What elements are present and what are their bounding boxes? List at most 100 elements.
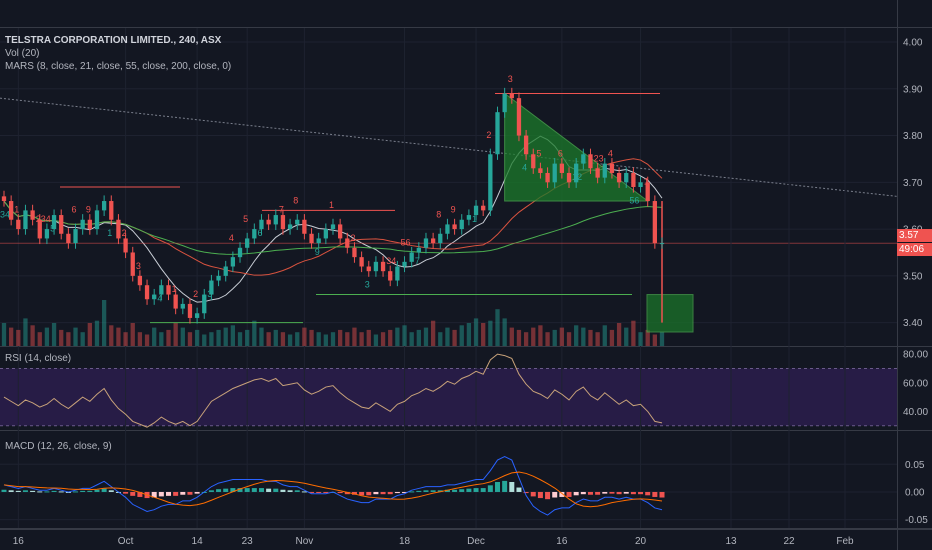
candle-body: [302, 219, 307, 234]
volume-bar: [180, 327, 185, 346]
candle-body: [559, 163, 565, 173]
macd-histogram-bar: [630, 491, 636, 495]
volume-bar: [123, 332, 128, 346]
volume-bar: [130, 323, 135, 346]
sequential-count-label: 5: [536, 149, 541, 159]
macd-histogram-bar: [223, 488, 229, 492]
volume-bar: [409, 332, 414, 346]
volume-bar: [602, 325, 607, 346]
macd-histogram-bar: [437, 490, 443, 492]
volume-bar: [166, 329, 171, 346]
sequential-count-label: 5: [243, 214, 248, 224]
volume-bar: [559, 327, 565, 346]
macd-histogram-bar: [466, 488, 472, 492]
macd-histogram-bar: [537, 491, 543, 499]
candle-body: [409, 252, 414, 262]
candle-body: [638, 182, 643, 187]
candle-body: [194, 313, 200, 318]
sequential-count-label: 6: [72, 205, 77, 215]
volume-bar: [144, 334, 150, 346]
macd-histogram-bar: [130, 491, 136, 496]
macd-tick-label: 0.05: [905, 460, 925, 471]
volume-bar: [581, 327, 586, 346]
macd-histogram-bar: [37, 491, 43, 493]
macd-histogram-bar: [280, 489, 286, 492]
macd-histogram-bar: [194, 491, 200, 494]
candle-body: [495, 112, 500, 155]
candle-body: [438, 233, 443, 244]
price-tick-label: 3.70: [903, 178, 923, 189]
candle-body: [652, 201, 657, 244]
symbol-title[interactable]: TELSTRA CORPORATION LIMITED., 240, ASX: [5, 35, 222, 46]
candle-body: [266, 219, 271, 225]
rsi-tick-label: 60.00: [903, 378, 928, 389]
volume-bar: [638, 332, 643, 346]
volume-bar: [252, 320, 257, 346]
volume-bar: [273, 329, 278, 346]
volume-legend[interactable]: Vol (20): [5, 48, 40, 59]
macd-histogram-bar: [516, 487, 522, 492]
macd-histogram-bar: [309, 491, 315, 493]
price-tick-label: 4.00: [903, 38, 923, 49]
macd-histogram-bar: [359, 491, 365, 496]
volume-bar: [516, 329, 522, 346]
candle-body: [73, 229, 78, 244]
countdown-tag: 49:06: [897, 243, 932, 256]
volume-bar: [259, 327, 264, 346]
volume-bar: [152, 327, 157, 346]
rsi-legend[interactable]: RSI (14, close): [5, 353, 72, 364]
sequential-count-label: 3: [207, 289, 212, 299]
macd-histogram-bar: [165, 491, 172, 496]
candle-body: [566, 172, 572, 183]
macd-histogram-bar: [409, 491, 415, 493]
macd-histogram-bar: [523, 491, 529, 494]
candle-body: [602, 163, 607, 178]
time-axis-label: 16: [556, 536, 568, 547]
time-axis-label: 22: [783, 536, 795, 547]
sequential-count-label: 1: [107, 228, 112, 238]
macd-histogram-bar: [552, 491, 558, 498]
volume-bar: [445, 327, 450, 346]
candle-body: [330, 224, 336, 230]
volume-bar: [59, 329, 64, 346]
sequential-count-label: 3: [508, 74, 513, 84]
volume-bar: [631, 320, 636, 346]
macd-histogram-bar: [44, 491, 50, 493]
mars-legend[interactable]: MARS (8, close, 21, close, 55, close, 20…: [5, 61, 232, 72]
macd-histogram-bar: [180, 491, 186, 495]
macd-histogram-bar: [487, 485, 493, 492]
volume-bar: [9, 327, 14, 346]
candle-body: [473, 205, 479, 216]
candle-body: [388, 271, 393, 281]
candle-body: [237, 247, 243, 258]
macd-legend[interactable]: MACD (12, 26, close, 9): [5, 441, 112, 452]
macd-histogram-bar: [101, 488, 107, 492]
sequential-count-label: 5: [50, 223, 55, 233]
volume-bar: [402, 325, 407, 346]
volume-bar: [380, 332, 386, 346]
volume-bar: [316, 332, 321, 346]
macd-histogram-bar: [15, 490, 21, 492]
macd-histogram-bar: [266, 488, 272, 492]
candle-body: [230, 257, 236, 267]
volume-bar: [466, 323, 472, 346]
volume-bar: [16, 329, 21, 346]
sequential-count-label: 56: [401, 237, 411, 247]
volume-bar: [51, 323, 57, 346]
macd-tick-label: -0.05: [905, 515, 928, 526]
candle-body: [144, 285, 150, 300]
macd-histogram-bar: [530, 491, 536, 497]
volume-bar: [395, 327, 400, 346]
macd-histogram-bar: [316, 491, 322, 493]
sequential-count-label: 1: [329, 200, 334, 210]
sequential-count-label: 8: [436, 209, 441, 219]
volume-bar: [187, 332, 193, 346]
macd-histogram-bar: [173, 491, 179, 496]
chart-legend: TELSTRA CORPORATION LIMITED., 240, ASX V…: [5, 34, 231, 73]
macd-histogram-bar: [452, 489, 458, 492]
candle-body: [94, 210, 100, 230]
candle-body: [445, 224, 450, 234]
volume-bar: [87, 323, 92, 346]
